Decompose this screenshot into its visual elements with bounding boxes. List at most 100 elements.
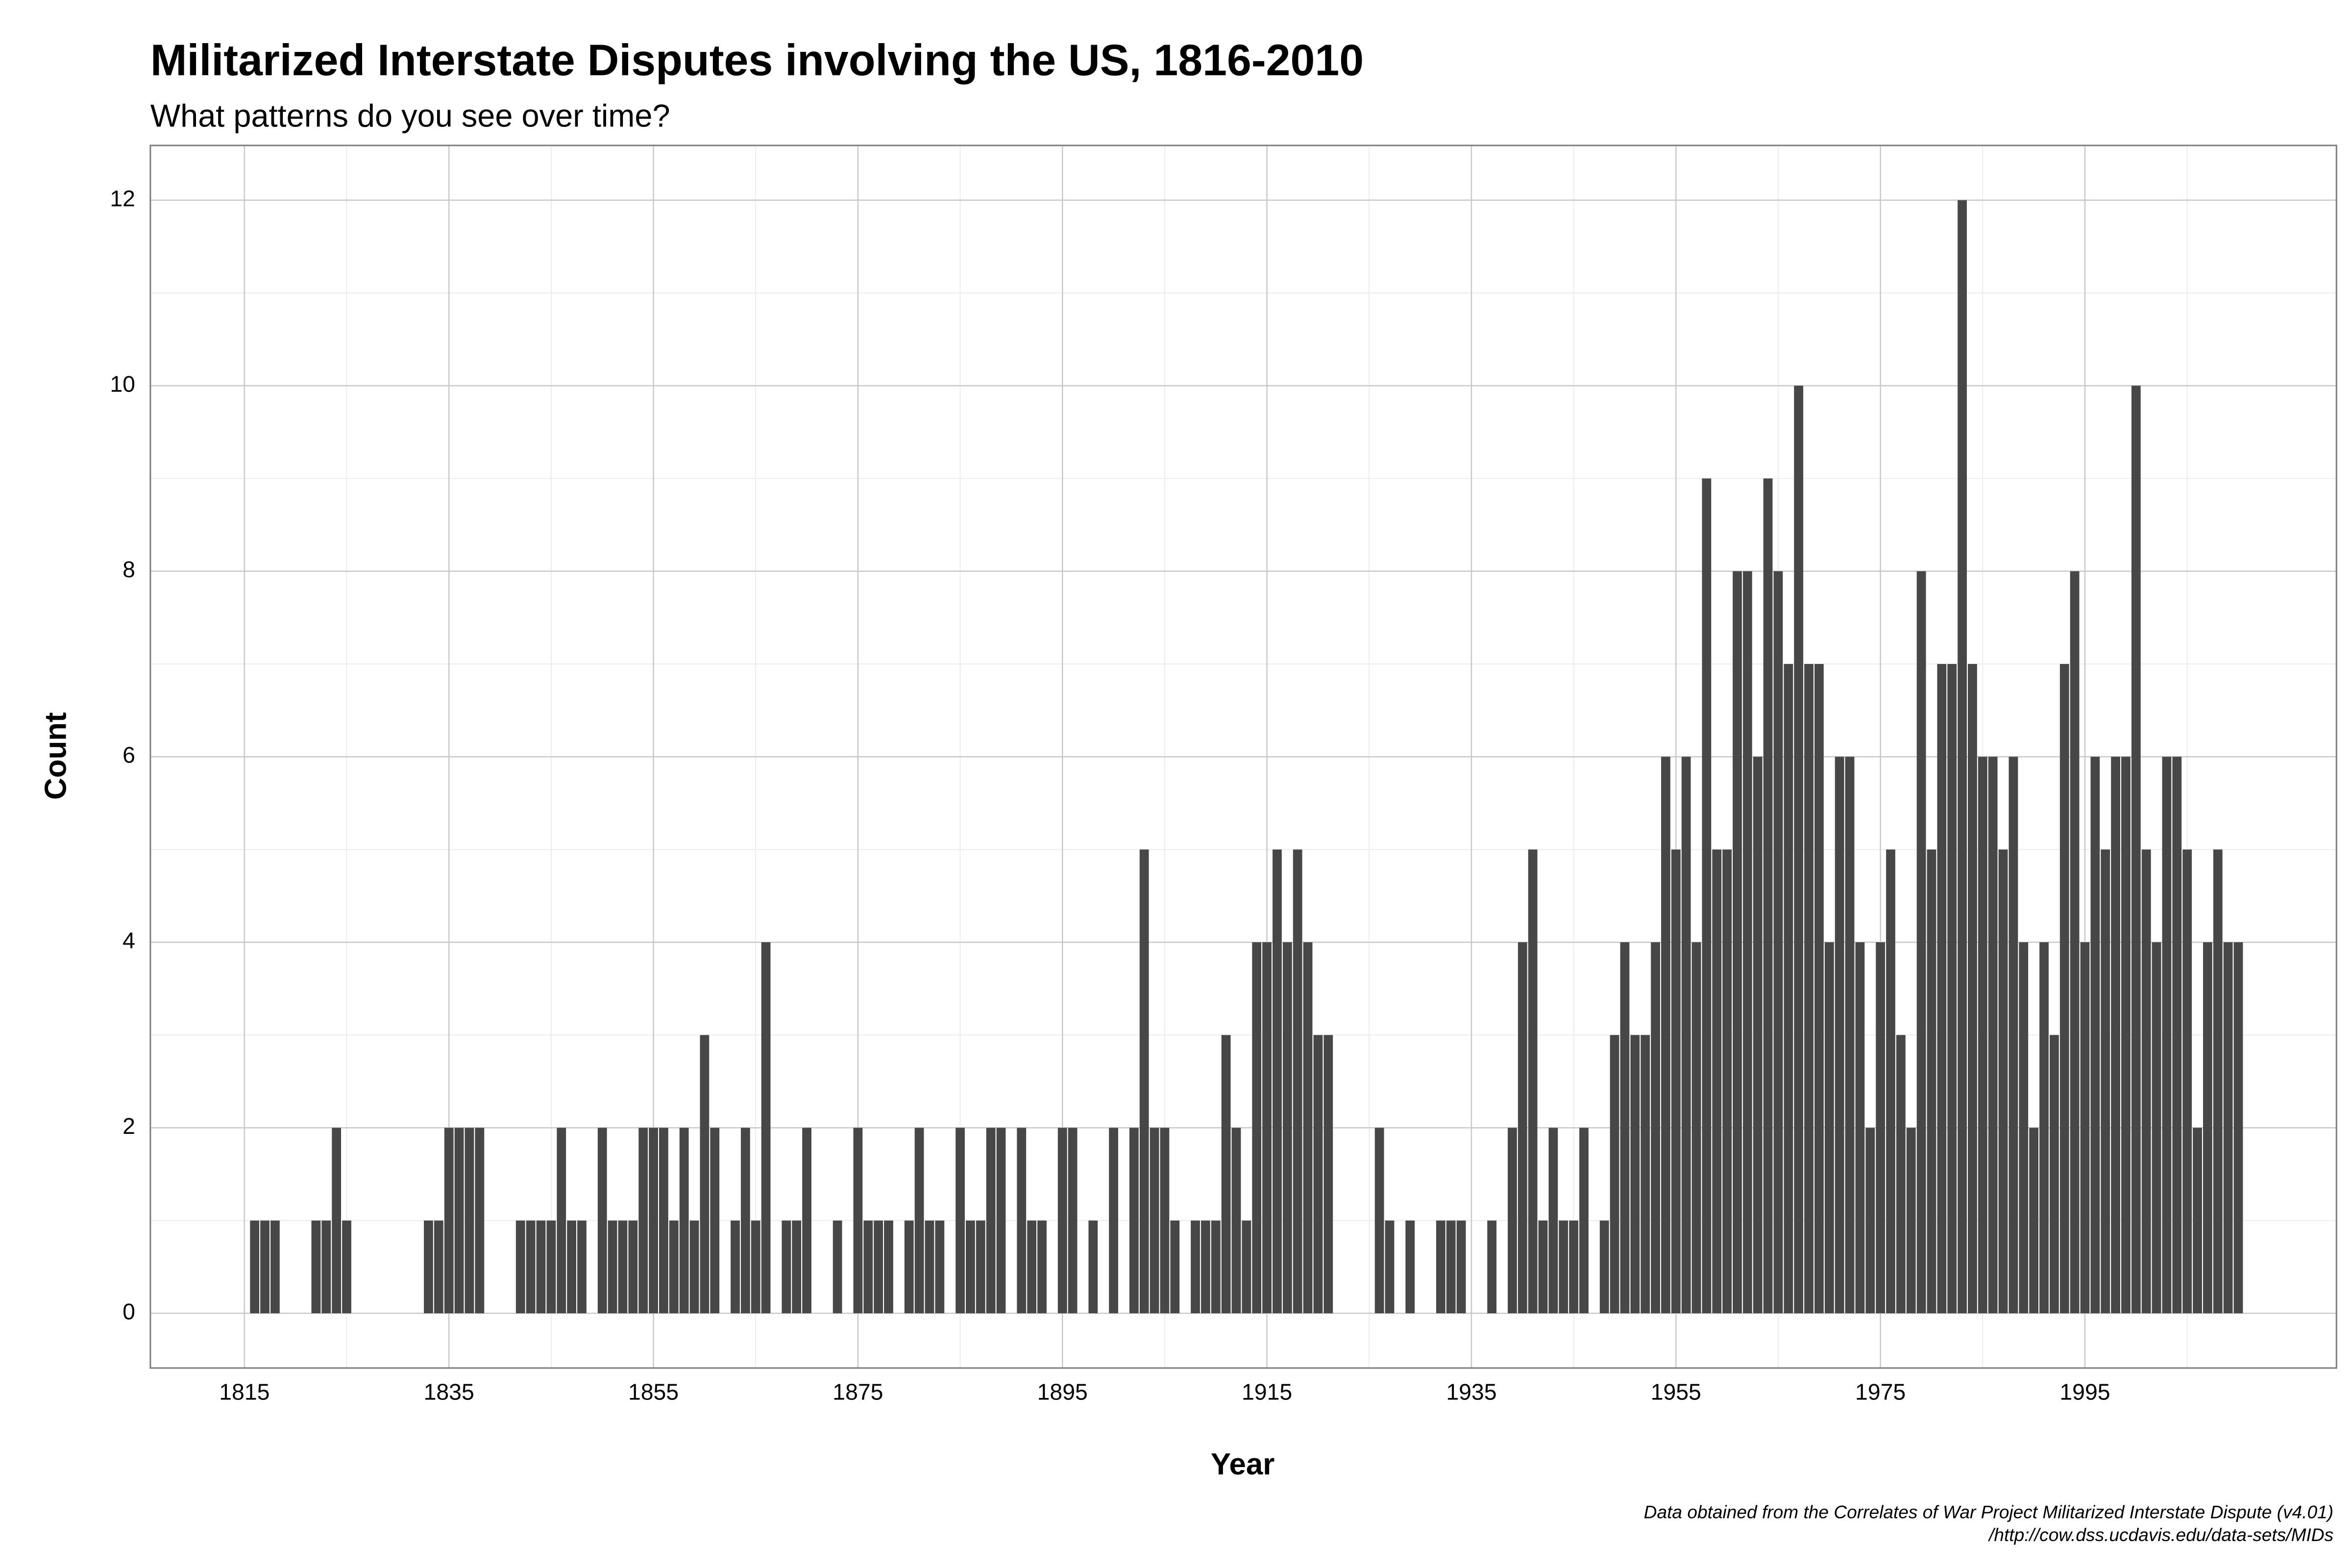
- bar: [2203, 942, 2212, 1314]
- bar: [1262, 942, 1272, 1314]
- bar: [2172, 757, 2182, 1314]
- x-tick-label: 1955: [1651, 1379, 1701, 1405]
- bar: [1845, 757, 1855, 1314]
- bar: [1937, 664, 1947, 1314]
- bar: [1876, 942, 1886, 1314]
- bar: [1712, 849, 1722, 1314]
- bar: [1753, 757, 1763, 1314]
- bar: [1538, 1220, 1548, 1314]
- caption: /http://cow.dss.ucdavis.edu/data-sets/MI…: [1987, 1524, 2333, 1545]
- bar: [1191, 1220, 1200, 1314]
- bar: [1211, 1220, 1221, 1314]
- bar: [526, 1220, 536, 1314]
- bar: [1773, 571, 1783, 1314]
- bar: [740, 1127, 750, 1314]
- bar: [1150, 1127, 1159, 1314]
- bar: [1293, 849, 1302, 1314]
- bar: [966, 1220, 975, 1314]
- bar: [1109, 1127, 1118, 1314]
- bar: [1037, 1220, 1047, 1314]
- bar: [1742, 571, 1752, 1314]
- bar: [2059, 664, 2069, 1314]
- bar: [1456, 1220, 1466, 1314]
- bar: [434, 1220, 443, 1314]
- bar: [1733, 571, 1742, 1314]
- bar: [454, 1127, 464, 1314]
- y-axis-title: Count: [39, 712, 73, 800]
- bar: [956, 1127, 965, 1314]
- bar: [1661, 757, 1670, 1314]
- bar: [1835, 757, 1844, 1314]
- bar: [1579, 1127, 1589, 1314]
- bar: [1896, 1035, 1906, 1314]
- bar: [1385, 1220, 1395, 1314]
- bar: [1916, 571, 1926, 1314]
- bar: [802, 1127, 811, 1314]
- bar: [1548, 1127, 1558, 1314]
- bar: [1691, 942, 1701, 1314]
- x-axis-title: Year: [1211, 1447, 1275, 1481]
- bar: [270, 1220, 280, 1314]
- bar: [321, 1220, 331, 1314]
- bar: [659, 1127, 668, 1314]
- bar: [1681, 757, 1691, 1314]
- bar: [1446, 1220, 1456, 1314]
- bar: [1927, 849, 1936, 1314]
- bar: [1988, 757, 1998, 1314]
- chart-title: Militarized Interstate Disputes involvin…: [150, 36, 1364, 85]
- bar: [1242, 1220, 1251, 1314]
- bar: [536, 1220, 546, 1314]
- y-tick-label: 2: [122, 1113, 135, 1139]
- bar: [557, 1127, 566, 1314]
- bar: [1630, 1035, 1640, 1314]
- bar: [1057, 1127, 1067, 1314]
- bar: [1824, 942, 1834, 1314]
- bar: [751, 1220, 760, 1314]
- bar: [1794, 386, 1804, 1314]
- x-tick-label: 1995: [2059, 1379, 2110, 1405]
- bar: [628, 1220, 638, 1314]
- y-tick-label: 6: [122, 742, 135, 768]
- bar: [1906, 1127, 1916, 1314]
- bar: [2182, 849, 2192, 1314]
- bar: [1569, 1220, 1578, 1314]
- bar: [2070, 571, 2080, 1314]
- bar: [1620, 942, 1630, 1314]
- bar: [515, 1220, 525, 1314]
- bar: [1374, 1127, 1384, 1314]
- bar: [1968, 664, 1977, 1314]
- bar: [2029, 1127, 2039, 1314]
- bar: [1784, 664, 1793, 1314]
- bar: [1599, 1220, 1609, 1314]
- bar: [792, 1220, 802, 1314]
- bar: [2080, 942, 2090, 1314]
- bar: [1323, 1035, 1333, 1314]
- bar: [2193, 1127, 2202, 1314]
- bar: [1610, 1035, 1619, 1314]
- y-tick-label: 10: [110, 371, 135, 396]
- bar: [342, 1220, 351, 1314]
- bar: [2101, 849, 2110, 1314]
- bar: [1886, 849, 1895, 1314]
- bar: [2049, 1035, 2059, 1314]
- bar: [1518, 942, 1527, 1314]
- bar: [884, 1220, 893, 1314]
- bar: [1170, 1220, 1180, 1314]
- bar: [567, 1220, 576, 1314]
- bar: [577, 1220, 587, 1314]
- panel-border: [149, 145, 2337, 1369]
- x-tick-label: 1875: [833, 1379, 883, 1405]
- bar: [2009, 757, 2018, 1314]
- bar: [996, 1127, 1006, 1314]
- bar: [1722, 849, 1732, 1314]
- bar: [2141, 849, 2151, 1314]
- bar: [1282, 942, 1292, 1314]
- bar: [597, 1127, 607, 1314]
- bar: [1702, 478, 1712, 1314]
- bar: [1017, 1127, 1027, 1314]
- bar: [618, 1220, 628, 1314]
- bar: [311, 1220, 321, 1314]
- bar: [976, 1220, 985, 1314]
- bar: [1160, 1127, 1170, 1314]
- bar: [904, 1220, 914, 1314]
